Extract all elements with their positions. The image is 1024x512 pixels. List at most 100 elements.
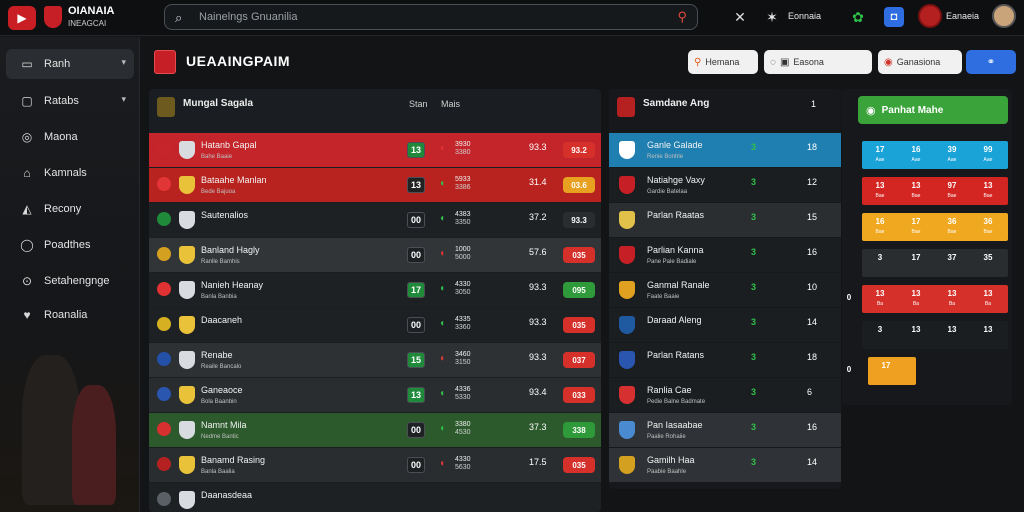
team-name: Parlian Kanna: [647, 245, 704, 255]
search-bar[interactable]: ⌕ ⚲: [164, 4, 698, 30]
sidebar-item-recony[interactable]: ◭ Recony: [6, 194, 134, 224]
team-row[interactable]: Ranlia Cae Pedie Balne Badmate 3 6: [609, 378, 841, 412]
team-crest-icon: [157, 457, 171, 471]
sidebar-item-home[interactable]: ▭ Ranh ▾: [6, 49, 134, 79]
matrix-row[interactable]: 3 13 13 13: [862, 321, 1008, 349]
team-row[interactable]: Parlian Kanna Pane Pale Badiale 3 16: [609, 238, 841, 272]
matrix-row[interactable]: 17: [868, 357, 916, 385]
team-form: 3: [751, 142, 757, 152]
table-row[interactable]: Renabe Reaile Bancalo 15 ◖ 3460 3150 93.3 037: [149, 343, 601, 377]
profile-label[interactable]: Eanaeia: [946, 11, 980, 21]
standings-header: Mungal Sagala Stan Mais: [149, 89, 601, 123]
team-shield-icon: [179, 141, 195, 159]
form-icon: ◖: [439, 353, 446, 364]
team-shield-icon: [619, 316, 635, 334]
form-icon: ◖: [439, 143, 446, 154]
user-label[interactable]: Eonnaia: [788, 11, 822, 21]
matrix-cell-sub: Ba: [948, 301, 956, 307]
matrix-row[interactable]: 16 17 36 36 Bae Bae Bae Bae: [862, 213, 1008, 241]
matrix-cell: 17: [881, 361, 891, 370]
matrix-row[interactable]: 13 13 97 13 Bae Bae Bae Bae: [862, 177, 1008, 205]
team-form: 3: [751, 317, 757, 327]
points-value: 37.2: [529, 212, 547, 222]
stat-values: 4330 5630: [455, 456, 471, 472]
table-row[interactable]: Nanieh Heanay Banla Banbia 17 ◖ 4330 3050 93.3…: [149, 273, 601, 307]
team-row[interactable]: Ganle Galade Renie Bonhle 3 18: [609, 133, 841, 167]
team-row[interactable]: Ganmal Ranale Faate Baaie 3 10: [609, 273, 841, 307]
sidebar-item-maona[interactable]: ◎ Maona: [6, 122, 134, 152]
table-row[interactable]: Banamd Rasing Banla Baalia 00 ◖ 4330 5630 17.5…: [149, 448, 601, 482]
rating-pill: 095: [563, 282, 595, 298]
team-row[interactable]: Natiahge Vaxy Gardie Batelaa 3 12: [609, 168, 841, 202]
team-points: 12: [807, 177, 818, 187]
team-row[interactable]: Parlan Raatas 3 15: [609, 203, 841, 237]
team-subtitle: Bola Baanbin: [201, 399, 237, 405]
team-shield-icon: [619, 421, 635, 439]
team-name: Ranlia Cae: [647, 385, 692, 395]
matrix-cell: 17: [875, 145, 885, 154]
matrix-cell: 13: [911, 181, 921, 190]
chevron-down-icon: ▾: [121, 57, 126, 67]
rating-pill: 035: [563, 317, 595, 333]
table-row[interactable]: Sautenalios 00 ◖ 4383 3350 37.2 93.3: [149, 203, 601, 237]
sidebar-item-label: Setahengnge: [44, 275, 110, 287]
home-icon: ▭: [21, 57, 33, 71]
easona-button[interactable]: ◌ ▣ Easona: [764, 50, 872, 74]
bag-icon: ⌂: [23, 166, 31, 180]
sidebar-item-ratabs[interactable]: ▢ Ratabs ▾: [6, 86, 134, 116]
swords-icon[interactable]: ✕: [734, 8, 746, 25]
star-icon[interactable]: ✶: [766, 8, 778, 25]
team-row[interactable]: Parlan Ratans 3 18: [609, 343, 841, 377]
table-row[interactable]: Bataahe Manlan Bede Bajuoa 13 ◖ 5933 3386 31.4…: [149, 168, 601, 202]
sidebar-item-roanalia[interactable]: ♥ Roanalia: [6, 300, 134, 330]
team-points: 14: [807, 317, 818, 327]
table-row[interactable]: Banland Hagly Ranlle Bamhis 00 ◖ 1000 5000 57.…: [149, 238, 601, 272]
player-silhouette: [72, 385, 116, 505]
voice-icon[interactable]: ⚲: [677, 9, 687, 24]
form-icon: ◖: [439, 458, 446, 469]
notification-icon[interactable]: ◘: [884, 7, 904, 27]
team-name: Sautenalios: [201, 210, 249, 220]
team-row[interactable]: Daraad Aleng 3 14: [609, 308, 841, 342]
table-row[interactable]: Daanasdeaa: [149, 483, 601, 512]
team-avatar[interactable]: [918, 4, 942, 28]
sidebar-item-poadthes[interactable]: ◯ Poadthes: [6, 230, 134, 260]
user-avatar[interactable]: [992, 4, 1016, 28]
team-shield-icon: [179, 421, 195, 439]
team-form: 3: [751, 352, 757, 362]
table-row[interactable]: Hatanb Gapal Bahe Baaie 13 ◖ 3930 3380 93.3 93.…: [149, 133, 601, 167]
table-row[interactable]: Ganeaoce Bola Baanbin 13 ◖ 4336 5330 93.4 033: [149, 378, 601, 412]
sidebar-item-settings[interactable]: ⊙ Setahengnge: [6, 266, 134, 296]
matrix-row[interactable]: 13 13 13 13 Ba Ba Ba Ba: [862, 285, 1008, 313]
matrix-cell: 13: [983, 289, 993, 298]
brand-name: OIANAIA: [68, 5, 115, 17]
clover-icon[interactable]: ✿: [852, 8, 864, 25]
team-shield-icon: [179, 491, 195, 509]
panhat-mahe-button[interactable]: ◉ Panhat Mahe: [858, 96, 1008, 124]
heart-icon: ♥: [23, 308, 31, 322]
team-subtitle: Bede Bajuoa: [201, 189, 236, 195]
stat-value: 3350: [455, 219, 471, 226]
hemana-button[interactable]: ⚲ Hemana: [688, 50, 758, 74]
team-form: 3: [751, 457, 757, 467]
stat-value: 3930: [455, 141, 471, 148]
play-icon[interactable]: ▶: [8, 6, 36, 30]
ganasiona-button[interactable]: ◉ Ganasiona: [878, 50, 962, 74]
stat-values: 3460 3150: [455, 351, 471, 367]
table-row[interactable]: Namnt Mila Nedme Bantic 00 ◖ 3380 4530 37.3 338: [149, 413, 601, 447]
matrix-cell: 36: [947, 217, 957, 226]
search-input[interactable]: [199, 9, 659, 25]
matrix-cell: 97: [947, 181, 957, 190]
matrix-cell: 3: [877, 253, 883, 262]
share-button[interactable]: ⚭: [966, 50, 1016, 74]
team-row[interactable]: Gamilh Haa Paabie Baahle 3 14: [609, 448, 841, 482]
stat-values: 5933 3386: [455, 176, 471, 192]
rating-pill: 93.3: [563, 212, 595, 228]
table-row[interactable]: Daacaneh 00 ◖ 4335 3360 93.3 035: [149, 308, 601, 342]
standings-title: Mungal Sagala: [183, 98, 254, 109]
sidebar-item-kamnals[interactable]: ⌂ Kamnals: [6, 158, 134, 188]
matrix-cell-sub: Aae: [983, 157, 993, 163]
team-row[interactable]: Pan Iasaabae Paalie Rohaiie 3 16: [609, 413, 841, 447]
matrix-row[interactable]: 3 17 37 35: [862, 249, 1008, 277]
matrix-row[interactable]: 17 16 39 99 Aae Aae Aae Aae: [862, 141, 1008, 169]
